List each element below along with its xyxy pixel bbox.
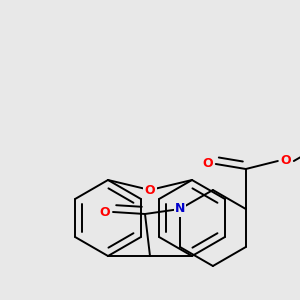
Text: N: N	[175, 202, 185, 215]
Text: O: O	[100, 206, 110, 218]
Text: O: O	[202, 158, 213, 170]
Text: O: O	[280, 154, 291, 167]
Text: O: O	[145, 184, 155, 196]
